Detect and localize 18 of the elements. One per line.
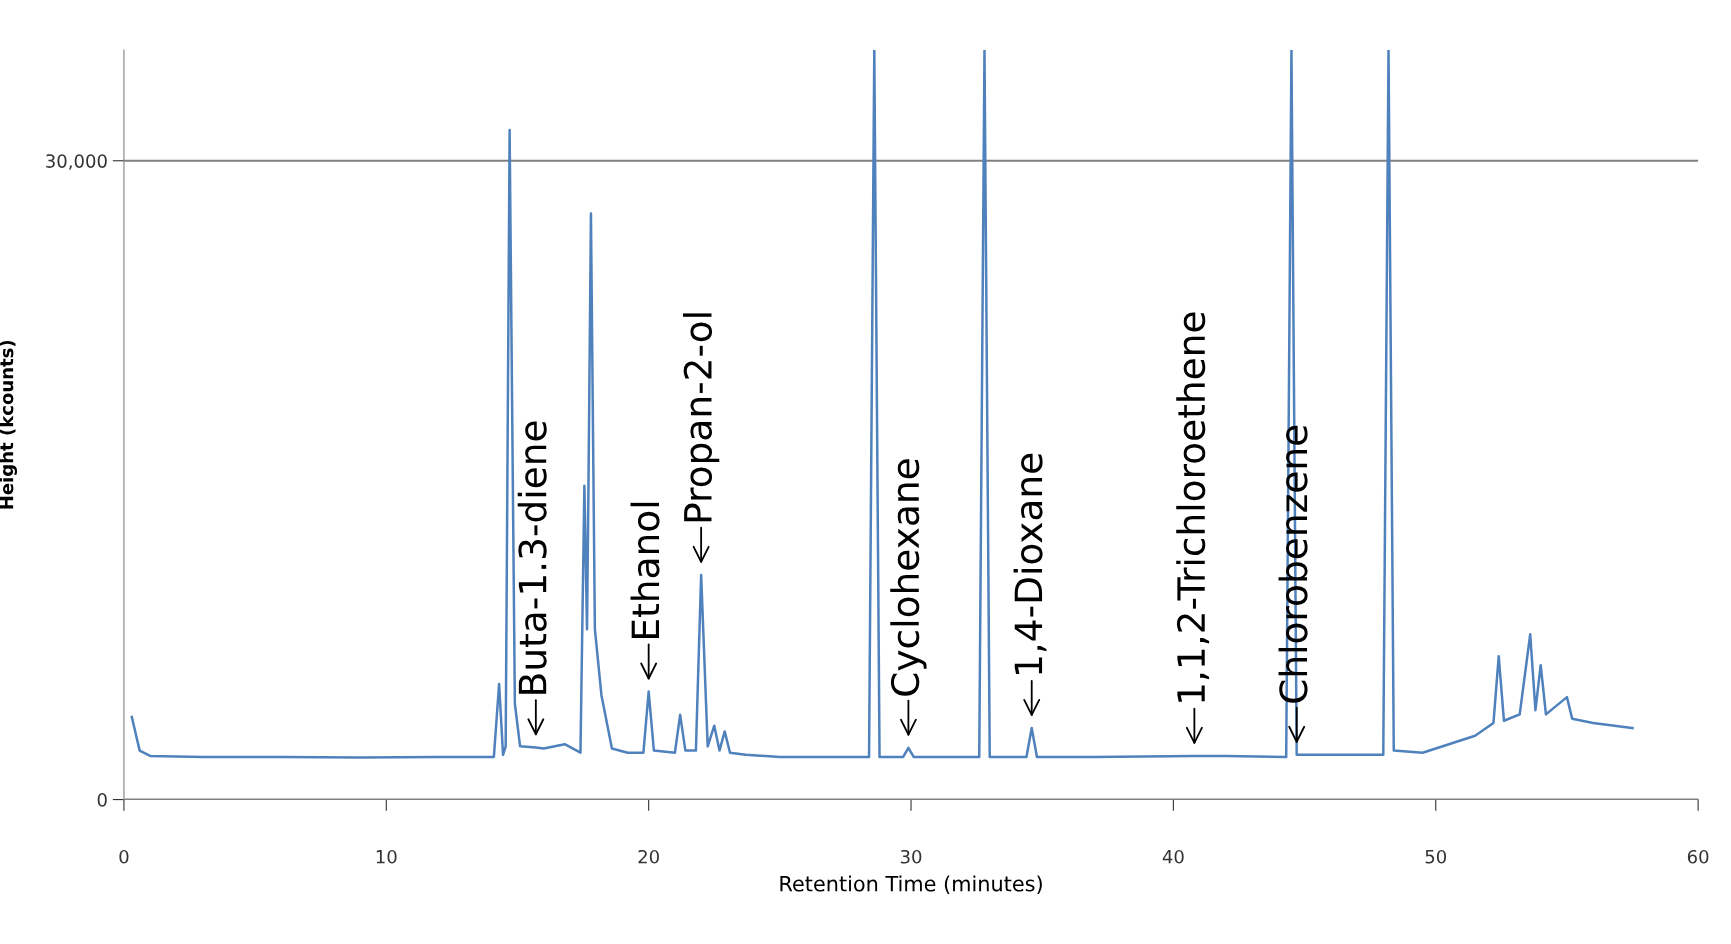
line-series — [130, 50, 1634, 759]
y-tick-label: 30,000 — [46, 154, 107, 170]
annotation: Cyclohexane — [890, 459, 927, 696]
x-axis-title: Retention Time (minutes) — [780, 875, 1042, 894]
x-tick-label: 40 — [1162, 849, 1184, 864]
annotation: 1,4-Dioxane — [1013, 453, 1047, 674]
annotation: Chlorobenzene — [1278, 425, 1308, 703]
x-tick-label: 60 — [1687, 849, 1709, 864]
x-tick-label: 20 — [638, 849, 659, 864]
x-tick-label: 0 — [119, 849, 129, 864]
annotation: Propan-2-ol — [682, 313, 720, 522]
x-tick-label: 10 — [376, 849, 397, 864]
x-tick-label: 50 — [1425, 849, 1447, 864]
annotation: Buta-1.3-diene — [517, 421, 547, 694]
x-tick-label: 30 — [900, 849, 922, 864]
annotation: Ethanol — [630, 502, 660, 638]
y-axis-title: Height (kcounts) — [0, 340, 18, 509]
annotation: 1,1,2-Trichloroethene — [1176, 312, 1210, 702]
